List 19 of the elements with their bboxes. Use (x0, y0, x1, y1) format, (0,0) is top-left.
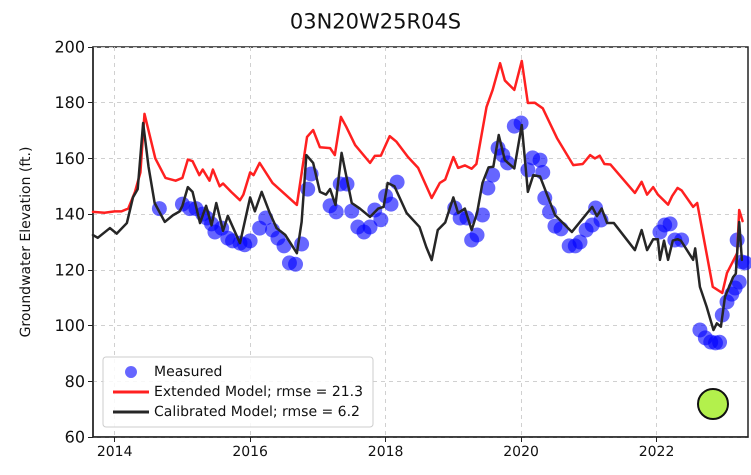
x-tick-label: 2018 (368, 444, 404, 460)
legend-label: Extended Model; rmse = 21.3 (154, 384, 364, 400)
y-tick-label: 180 (54, 93, 85, 112)
y-tick-label: 120 (54, 260, 85, 280)
legend-label: Measured (154, 364, 222, 380)
legend-label: Calibrated Model; rmse = 6.2 (154, 404, 360, 420)
x-tick-label: 2020 (503, 444, 539, 460)
y-tick-label: 100 (54, 316, 85, 336)
y-tick-label: 200 (54, 38, 85, 56)
x-tick-label: 2014 (96, 444, 133, 460)
y-tick-label: 140 (54, 204, 85, 224)
y-tick-label: 80 (64, 372, 85, 391)
x-tick-label: 2022 (638, 444, 674, 460)
chart-title: 03N20W25R04S (290, 10, 462, 34)
y-axis-title: Groundwater Elevation (ft.) (18, 146, 34, 338)
y-tick-label: 160 (54, 148, 85, 168)
line-series (92, 60, 744, 294)
y-tick-label: 60 (64, 428, 85, 446)
x-tick-label: 2016 (232, 444, 268, 460)
